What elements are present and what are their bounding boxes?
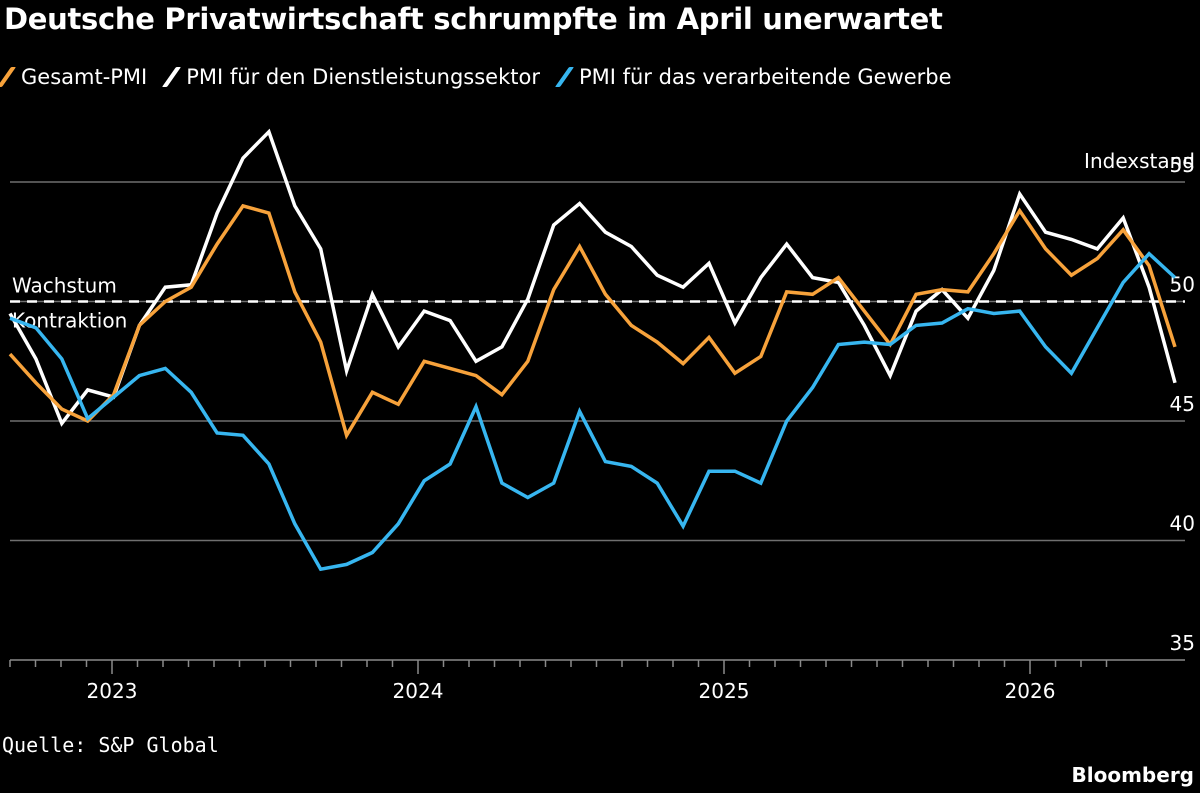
legend-item-services: PMI für den Dienstleistungssektor <box>162 65 540 89</box>
x-tick-label-2026: 2026 <box>1005 679 1056 703</box>
threshold-label-growth: Wachstum <box>12 274 117 298</box>
y-tick-label-55: 55 <box>1170 153 1195 177</box>
y-tick-label-35: 35 <box>1170 631 1195 655</box>
legend-item-manufacturing: PMI für das verarbeitende Gewerbe <box>554 65 952 89</box>
y-tick-label-40: 40 <box>1170 512 1195 536</box>
series-line-composite <box>8 203 1177 440</box>
x-tick-label-2025: 2025 <box>699 679 750 703</box>
bloomberg-logo: Bloomberg <box>1071 763 1194 787</box>
legend-label-manufacturing: PMI für das verarbeitende Gewerbe <box>578 65 952 89</box>
y-axis-title: Indexstand <box>1084 149 1195 173</box>
legend-label-composite: Gesamt-PMI <box>21 65 148 89</box>
legend-item-composite: Gesamt-PMI <box>0 65 148 89</box>
legend: Gesamt-PMI PMI für den Dienstleistungsse… <box>0 60 974 94</box>
y-tick-label-45: 45 <box>1170 392 1195 416</box>
page-title: Deutsche Privatwirtschaft schrumpfte im … <box>4 2 943 36</box>
legend-label-services: PMI für den Dienstleistungssektor <box>186 65 540 89</box>
source-note: Quelle: S&P Global <box>2 733 219 757</box>
series-line-services <box>8 128 1177 427</box>
threshold-label-contraction: Kontraktion <box>12 309 127 333</box>
threshold-group: Wachstum Kontraktion <box>10 274 1185 333</box>
x-tick-label-2023: 2023 <box>87 679 138 703</box>
x-tick-label-2024: 2024 <box>393 679 444 703</box>
x-axis: 2023 2024 2025 2026 <box>9 659 1185 703</box>
series-lines <box>8 128 1177 572</box>
series-line-manufacturing <box>9 251 1177 572</box>
